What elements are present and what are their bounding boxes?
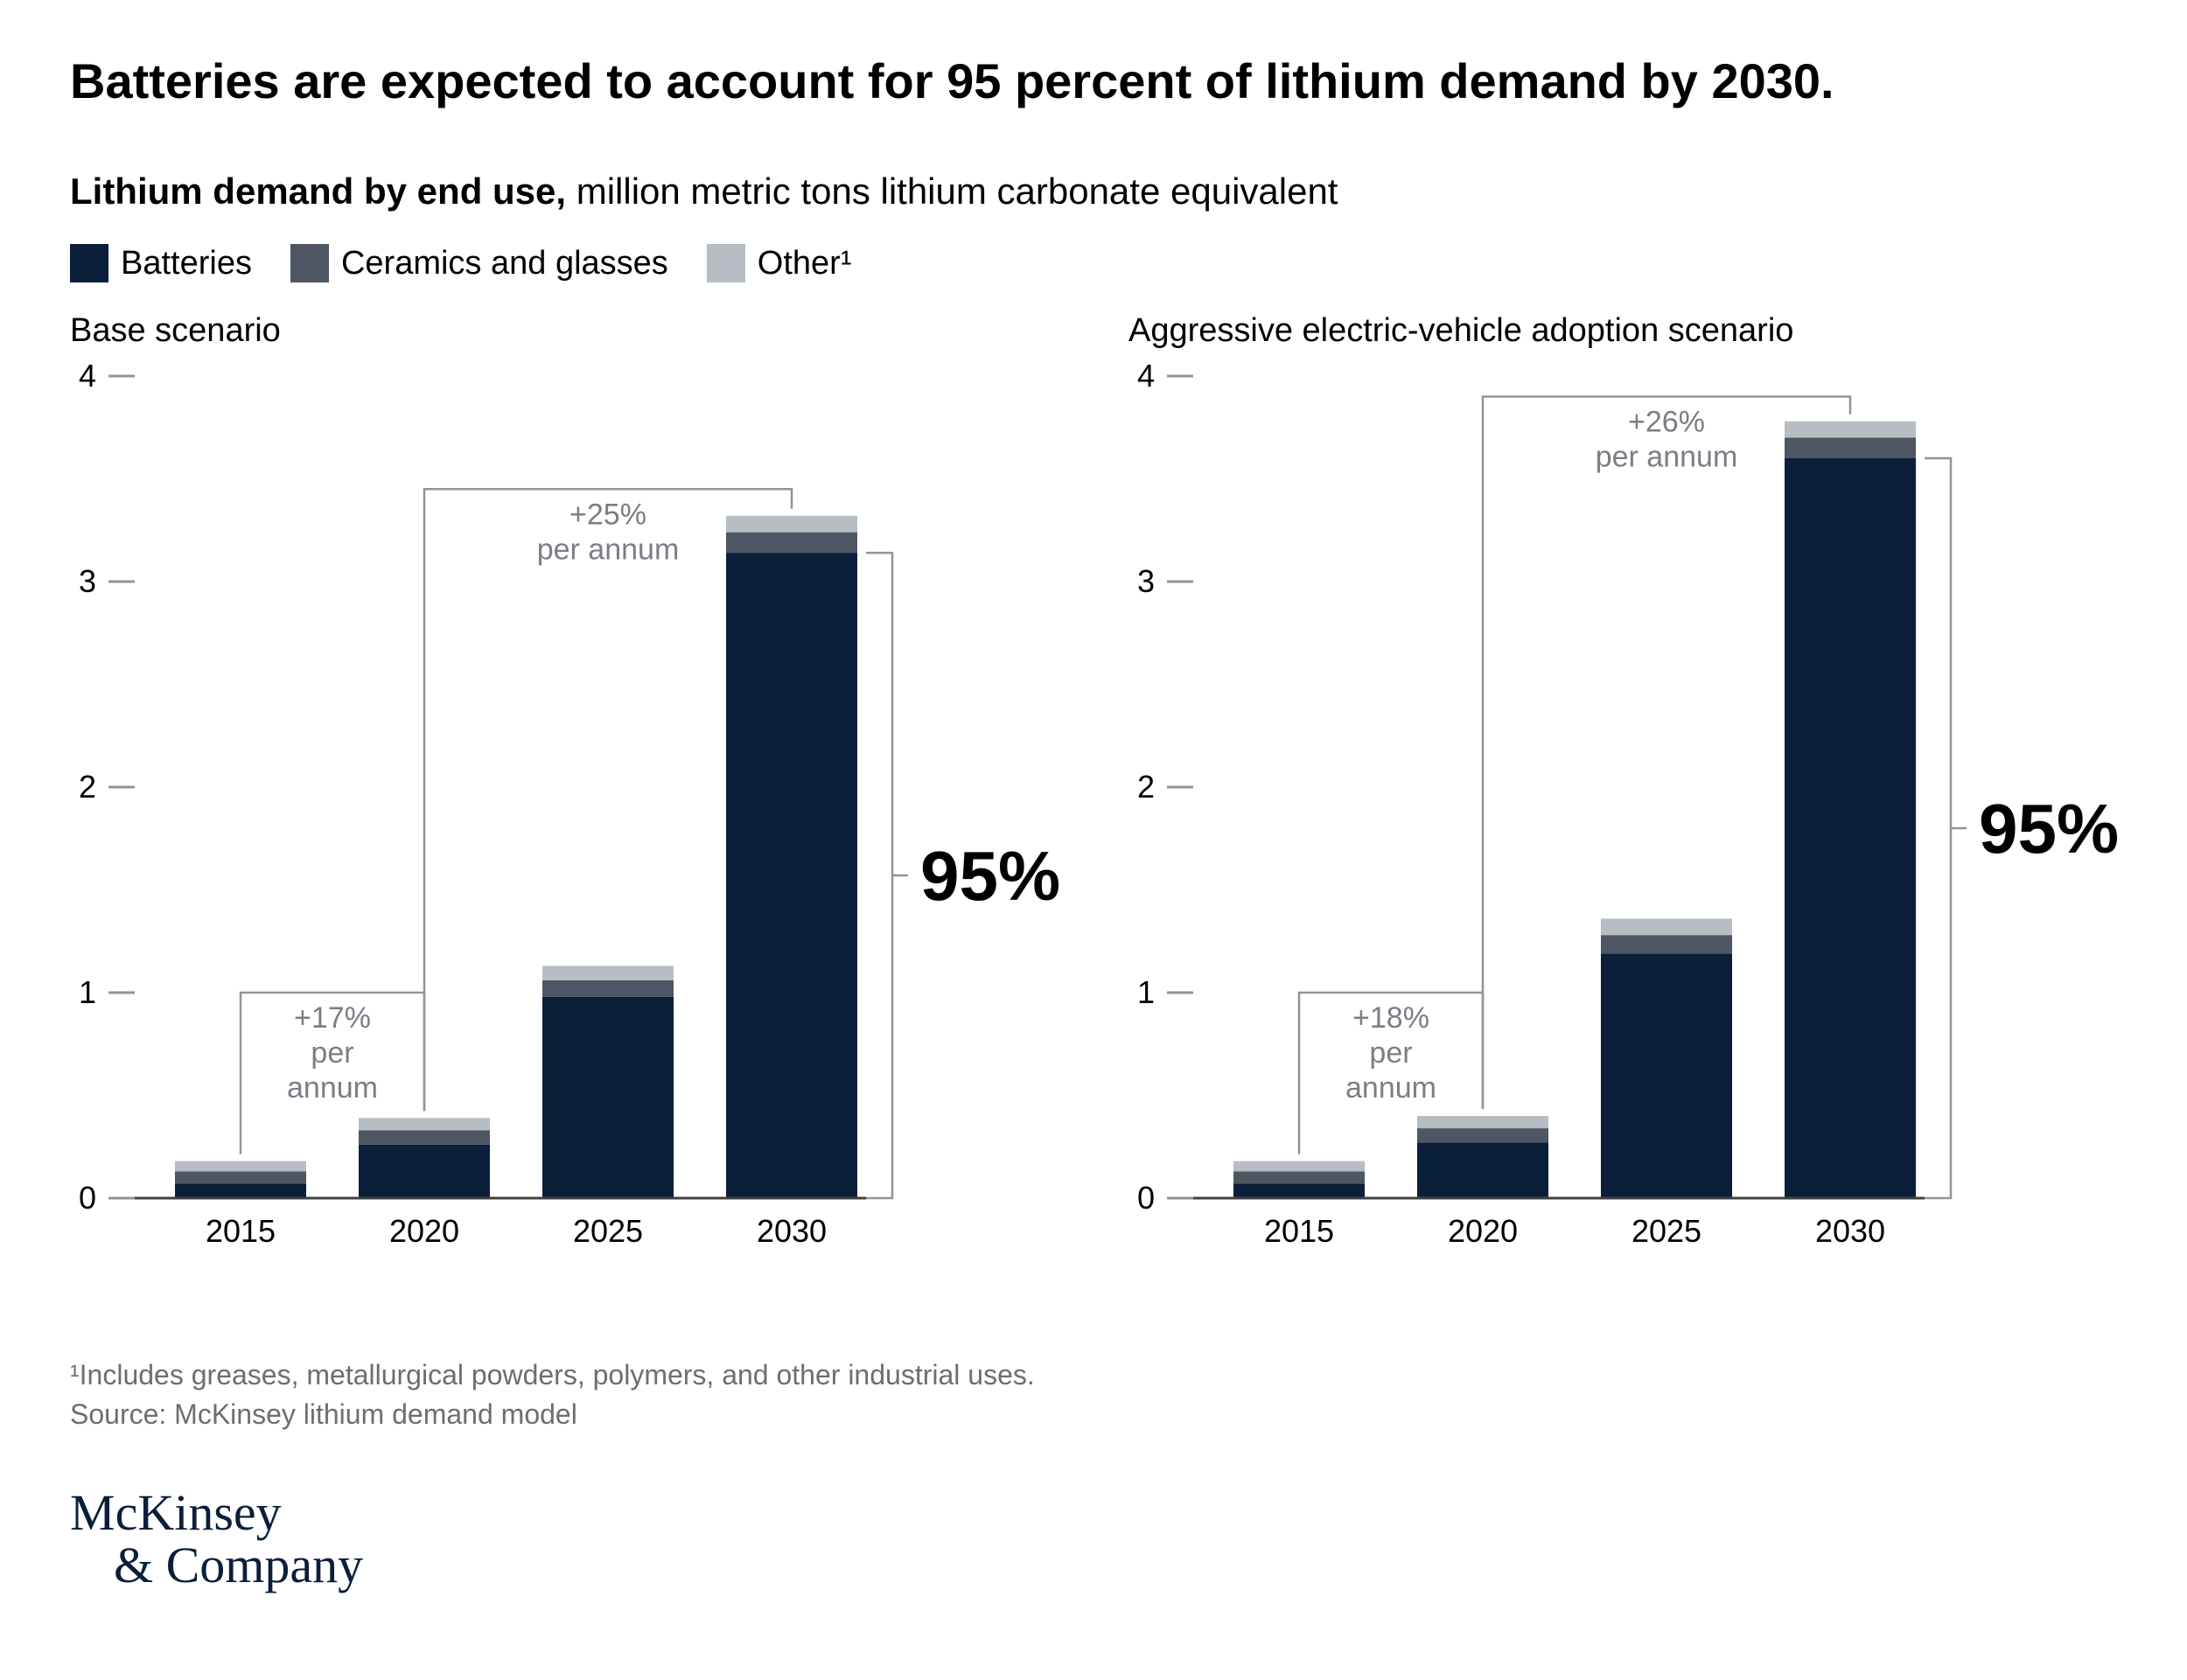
- bar-segment: [175, 1184, 306, 1198]
- growth-annotation: per: [1369, 1036, 1412, 1070]
- subtitle-rest: million metric tons lithium carbonate eq…: [566, 171, 1338, 212]
- chart-panel-aggressive: Aggressive electric-vehicle adoption sce…: [1128, 312, 2091, 1312]
- bar-segment: [542, 997, 674, 1198]
- bar-segment: [1233, 1171, 1365, 1183]
- x-axis-label: 2030: [757, 1213, 827, 1249]
- bar-segment: [1417, 1143, 1548, 1198]
- legend-label: Ceramics and glasses: [341, 245, 668, 282]
- footnote-source: Source: McKinsey lithium demand model: [70, 1395, 2117, 1434]
- growth-annotation: per: [311, 1036, 353, 1070]
- bar-segment: [1601, 918, 1732, 935]
- panel-title: Aggressive electric-vehicle adoption sce…: [1128, 312, 2091, 350]
- svg-text:1: 1: [79, 974, 96, 1010]
- swatch-batteries: [70, 244, 108, 282]
- bar-segment: [1785, 458, 1916, 1198]
- callout-bracket: [1925, 458, 1951, 1198]
- bar-segment: [1417, 1128, 1548, 1142]
- bar-segment: [359, 1130, 490, 1144]
- svg-text:3: 3: [1137, 563, 1155, 599]
- legend-item-ceramics: Ceramics and glasses: [290, 244, 668, 282]
- svg-text:2: 2: [1137, 769, 1155, 805]
- legend-item-batteries: Batteries: [70, 244, 252, 282]
- growth-annotation: +18%: [1352, 1001, 1429, 1035]
- svg-text:1: 1: [1137, 974, 1155, 1010]
- mckinsey-logo: McKinsey & Company: [70, 1487, 2117, 1593]
- svg-text:0: 0: [79, 1180, 96, 1216]
- bar-segment: [175, 1161, 306, 1172]
- bar-segment: [726, 553, 857, 1198]
- bar-segment: [1601, 953, 1732, 1198]
- svg-text:4: 4: [1137, 359, 1155, 394]
- growth-annotation: annum: [287, 1071, 378, 1105]
- svg-text:2: 2: [79, 769, 96, 805]
- callout-label: 95%: [1979, 790, 2119, 868]
- x-axis-label: 2030: [1815, 1213, 1885, 1249]
- chart-subtitle: Lithium demand by end use, million metri…: [70, 171, 2117, 213]
- bar-segment: [175, 1171, 306, 1183]
- bar-segment: [1417, 1116, 1548, 1128]
- subtitle-bold: Lithium demand by end use,: [70, 171, 566, 212]
- footnote-1: ¹Includes greases, metallurgical powders…: [70, 1356, 2117, 1395]
- bar-segment: [359, 1118, 490, 1130]
- x-axis-label: 2015: [206, 1213, 276, 1249]
- bar-segment: [542, 980, 674, 997]
- bar-segment: [542, 965, 674, 979]
- growth-annotation: +25%: [569, 498, 646, 531]
- bar-segment: [1233, 1184, 1365, 1198]
- bar-segment: [726, 516, 857, 533]
- bar-segment: [1601, 935, 1732, 953]
- bar-chart-base: 0 1 2 3 4 2015 2020 2025 2030 +17%perannum +25%per…: [70, 359, 1076, 1312]
- x-axis-label: 2025: [573, 1213, 643, 1249]
- callout-bracket: [866, 553, 892, 1198]
- bar-segment: [1785, 438, 1916, 459]
- bar-segment: [1233, 1161, 1365, 1172]
- x-axis-label: 2025: [1632, 1213, 1701, 1249]
- chart-title: Batteries are expected to account for 95…: [70, 52, 2117, 109]
- growth-annotation: per annum: [1596, 441, 1738, 474]
- callout-label: 95%: [920, 837, 1060, 915]
- bar-segment: [726, 533, 857, 554]
- legend-label: Other¹: [758, 245, 852, 282]
- svg-text:0: 0: [1137, 1180, 1155, 1216]
- svg-text:3: 3: [79, 563, 96, 599]
- bar-segment: [359, 1145, 490, 1198]
- legend: Batteries Ceramics and glasses Other¹: [70, 244, 2117, 282]
- logo-line1: McKinsey: [70, 1487, 2117, 1540]
- x-axis-label: 2020: [389, 1213, 459, 1249]
- growth-annotation: +17%: [294, 1001, 371, 1035]
- footnotes: ¹Includes greases, metallurgical powders…: [70, 1356, 2117, 1434]
- legend-label: Batteries: [121, 245, 252, 282]
- growth-annotation: per annum: [537, 533, 680, 566]
- growth-annotation: annum: [1345, 1071, 1436, 1105]
- x-axis-label: 2015: [1264, 1213, 1334, 1249]
- growth-annotation: +26%: [1628, 406, 1705, 439]
- logo-line2: & Company: [70, 1539, 2117, 1593]
- chart-panel-base: Base scenario 012342015202020252030+17%p…: [70, 312, 1032, 1312]
- svg-text:4: 4: [79, 359, 96, 394]
- panel-title: Base scenario: [70, 312, 1032, 350]
- bar-segment: [1785, 422, 1916, 438]
- swatch-other: [707, 244, 745, 282]
- legend-item-other: Other¹: [707, 244, 852, 282]
- x-axis-label: 2020: [1448, 1213, 1518, 1249]
- bar-chart-aggressive: 0 1 2 3 4 2015 2020 2025 2030 +18%perannum +26%per…: [1128, 359, 2135, 1312]
- swatch-ceramics: [290, 244, 329, 282]
